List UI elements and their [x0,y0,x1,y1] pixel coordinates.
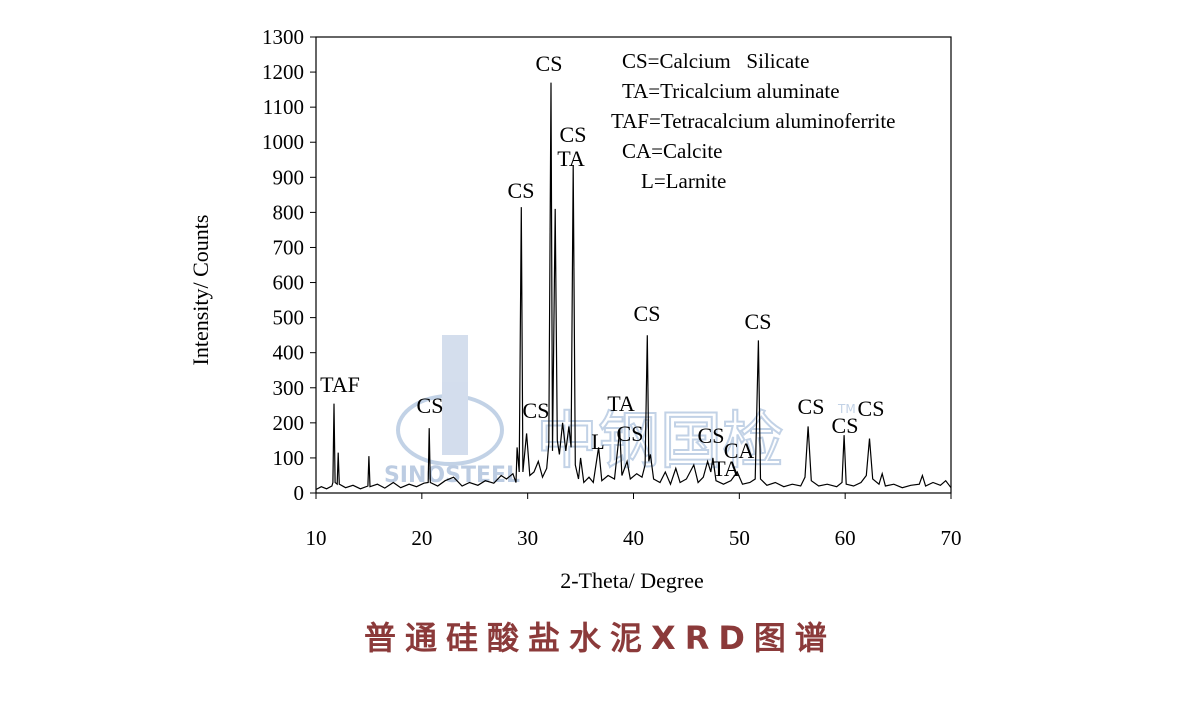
peak-label: CS [698,423,725,448]
peak-label: CS [560,122,587,147]
y-tick-label: 500 [273,306,305,330]
watermark-logo-text: SINOSTEEL [384,463,520,488]
peak-label: CS [832,413,859,438]
x-tick-label: 60 [835,526,856,550]
peak-label: CS [417,393,444,418]
peak-label: TA [712,456,740,481]
peak-label: L [591,429,604,454]
watermark-mark: TM [837,402,856,416]
y-tick-label: 0 [294,481,305,505]
peak-label: CS [617,421,644,446]
peak-label: CA [724,438,755,463]
y-axis-label: Intensity/ Counts [188,215,213,366]
caption: 普通硅酸盐水泥XRD图谱 [364,619,836,657]
peak-label: TA [557,146,585,171]
y-tick-label: 400 [273,341,305,365]
y-tick-label: 1300 [262,25,304,49]
diffraction-line [315,82,952,491]
peak-label: CS [508,178,535,203]
y-tick-label: 1200 [262,60,304,84]
logo-bar [442,335,468,455]
peak-label: CS [634,301,661,326]
peak-label: CS [536,51,563,76]
legend-note: L=Larnite [641,169,726,193]
y-tick-label: 100 [273,446,305,470]
logo-ring [396,394,504,466]
x-tick-label: 10 [306,526,327,550]
y-tick-label: 900 [273,165,305,189]
legend-note: CA=Calcite [622,139,723,163]
x-axis-label: 2-Theta/ Degree [560,568,704,593]
legend-note: TAF=Tetracalcium aluminoferrite [611,109,896,133]
x-tick-label: 70 [941,526,962,550]
watermark-text: 中钢国检 [536,404,784,477]
peak-label: CS [798,394,825,419]
y-tick-label: 1000 [262,130,304,154]
x-tick-label: 50 [729,526,750,550]
peak-label: CS [523,398,550,423]
peak-label: CS [858,396,885,421]
y-tick-label: 600 [273,271,305,295]
peak-label: TA [607,391,635,416]
y-tick-label: 200 [273,411,305,435]
y-tick-label: 800 [273,200,305,224]
peak-label: TAF [320,372,360,397]
y-tick-label: 300 [273,376,305,400]
peak-label: CS [745,309,772,334]
legend-note: TA=Tricalcium aluminate [622,79,840,103]
y-tick-label: 1100 [263,95,304,119]
x-tick-label: 30 [517,526,538,550]
legend-note: CS=Calcium Silicate [622,49,809,73]
x-tick-label: 40 [623,526,644,550]
y-tick-label: 700 [273,235,305,259]
x-tick-label: 20 [411,526,432,550]
watermark: SINOSTEEL 中钢国检 TM [384,335,856,488]
